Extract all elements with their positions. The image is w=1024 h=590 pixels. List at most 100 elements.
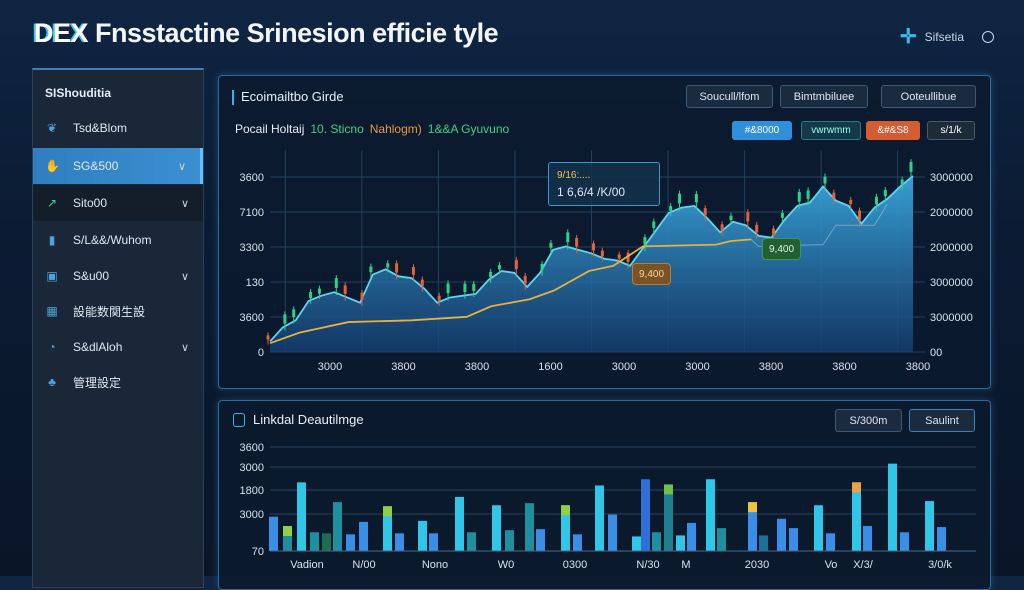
x-tick: 3800 [906, 361, 930, 373]
bar-chart-title: Linkdal Deautilmge [253, 412, 364, 427]
chevron-down-icon[interactable]: ∨ [177, 160, 186, 173]
sidebar-item[interactable]: ♣ 管理設定 [33, 364, 203, 400]
chart-legend: Pocail Holtaij 10. Sticno Nahlogm) 1&&A … [235, 122, 509, 136]
sidebar-item-label: Tsd&Blom [73, 121, 128, 135]
sidebar-item[interactable]: ▦ 設能数関生設 [33, 293, 203, 329]
bar [664, 484, 673, 551]
panel-icon [233, 413, 245, 427]
bar [888, 463, 897, 551]
sidebar-heading: SIShouditia [45, 86, 111, 100]
chip-1[interactable]: #&8000 [732, 121, 792, 140]
sidebar-item[interactable]: ✋ SG&500 ∨ [33, 148, 203, 184]
candle-body [669, 205, 673, 211]
user-area[interactable]: ✛ Sifsetia [900, 24, 994, 49]
sidebar-item[interactable]: ◔ S&dlAloh ∨ [33, 329, 203, 365]
legend-item: Nahlogm) [369, 122, 422, 136]
bar [333, 502, 342, 551]
candle-body [292, 309, 296, 318]
bar [418, 520, 427, 551]
candle-body [514, 259, 518, 269]
candle-body [883, 189, 887, 197]
sidebar-item[interactable]: ▣ S&u00 ∨ [33, 258, 203, 294]
sidebar-item[interactable]: ↗ Sito00 ∨ [33, 185, 203, 221]
sidebar-item[interactable]: ▮ S/L&&/Wuhom [33, 222, 203, 258]
sidebar-item-label: S/L&&/Wuhom [73, 233, 152, 247]
bar [925, 501, 934, 551]
y-tick-left: 0 [258, 347, 264, 359]
candle-body [780, 213, 784, 218]
y-tick: 70 [252, 546, 264, 558]
bar-top-segment [852, 482, 861, 493]
bar [759, 535, 768, 551]
status-circle-icon[interactable] [982, 30, 994, 43]
x-tick: N/00 [352, 559, 375, 571]
bar [632, 536, 641, 551]
candle-body [489, 271, 493, 278]
bar [608, 514, 617, 551]
chart-button-3[interactable]: Ooteullibue [881, 85, 976, 108]
candle-body [386, 263, 390, 268]
title-text: Fnsstactine Srinesion efficie tyle [95, 18, 499, 48]
candle-body [369, 266, 373, 273]
leaf-icon: ❦ [46, 121, 58, 135]
x-tick: 2030 [745, 559, 769, 571]
chart-button-1[interactable]: Soucull/lfom [686, 85, 773, 108]
price-badge-orange: 9,400 [632, 263, 672, 285]
candle-body [317, 288, 321, 294]
candle-body [617, 254, 621, 259]
x-tick: M [681, 559, 690, 571]
x-tick: 0300 [563, 559, 587, 571]
chart-button-2[interactable]: Bimtmbiluee [780, 85, 868, 108]
candle-body [772, 228, 776, 235]
candle-body [874, 196, 878, 205]
bar-chart[interactable]: 3600 3000 1800 3000 70 Vadion N/00 Nono W0 0300 N/… [218, 432, 991, 576]
bar [676, 535, 685, 551]
price-line [269, 175, 914, 343]
bar-button-2[interactable]: Saulint [909, 409, 975, 432]
sidebar-item-label: SG&500 [73, 159, 119, 173]
brand: DEX [34, 18, 89, 48]
bar-top-segment [283, 526, 292, 537]
candle-body [823, 176, 827, 184]
bar [297, 482, 306, 551]
candle-body [643, 237, 647, 245]
bar [789, 528, 798, 551]
bar [455, 496, 464, 551]
bar-button-1[interactable]: S/300m [835, 409, 902, 432]
x-tick: 3800 [832, 361, 856, 373]
candle-body [334, 278, 338, 288]
candle-body [437, 295, 441, 301]
sidebar-item-label: S&u00 [73, 269, 110, 283]
bar [573, 534, 582, 551]
chevron-down-icon[interactable]: ∨ [180, 197, 189, 210]
user-label[interactable]: Sifsetia [924, 29, 964, 44]
sidebar-item[interactable]: ❦ Tsd&Blom [33, 110, 203, 146]
candle-body [283, 314, 287, 324]
candle-body [463, 283, 467, 293]
bar [652, 532, 661, 551]
bar [937, 527, 946, 551]
crosshair-icon[interactable]: ✛ [899, 26, 917, 48]
price-area [270, 176, 913, 352]
bar [536, 529, 545, 551]
y-tick-left: 7100 [240, 207, 264, 219]
y-tick-right: 2000000 [930, 207, 973, 219]
chevron-down-icon[interactable]: ∨ [180, 270, 189, 283]
chart-tooltip: 9/16:.... 1 6,6/4 /K/00 [548, 162, 660, 206]
x-tick: 1600 [538, 361, 562, 373]
bar [814, 505, 823, 551]
y-tick-right: 3000000 [930, 312, 973, 324]
candle-body [858, 210, 862, 220]
chip-3[interactable]: &#&S8 [866, 121, 920, 140]
bar [595, 485, 604, 551]
bar [346, 534, 355, 551]
candle-body [703, 208, 707, 216]
chip-2[interactable]: vwrwmm [801, 121, 861, 140]
chevron-down-icon[interactable]: ∨ [180, 341, 189, 354]
candle-body [309, 291, 313, 299]
sidebar-item-label: 設能数関生設 [73, 304, 146, 319]
chip-4[interactable]: s/1/k [927, 121, 975, 140]
x-tick: 3800 [391, 361, 415, 373]
price-badge-green: 9,400 [762, 238, 802, 260]
